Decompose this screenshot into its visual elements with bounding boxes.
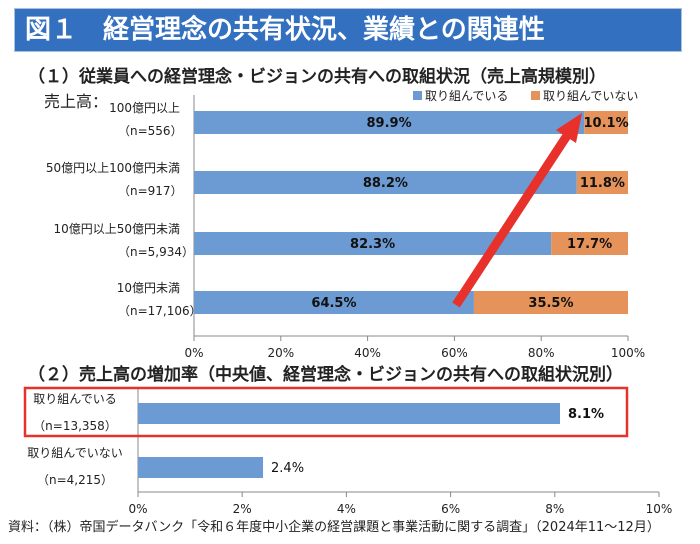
legend-swatch-orange bbox=[531, 91, 540, 100]
bar-segment bbox=[194, 171, 577, 194]
x-tick-label: 80% bbox=[528, 346, 555, 360]
category-label: 10億円以上50億円未満 bbox=[53, 222, 180, 236]
data-label: 8.1% bbox=[568, 407, 604, 422]
category-n: （n=5,934） bbox=[118, 245, 194, 259]
category-label: 100億円以上 bbox=[109, 101, 180, 115]
bar bbox=[138, 457, 264, 478]
legend-label: 取り組んでいる bbox=[425, 89, 508, 103]
category-label: 取り組んでいる bbox=[33, 392, 116, 406]
chart1-title: （１）従業員への経営理念・ビジョンの共有への取組状況（売上高規模別） bbox=[28, 67, 606, 87]
legend-label: 取り組んでいない bbox=[543, 89, 638, 103]
data-label: 64.5% bbox=[311, 296, 356, 311]
data-label: 2.4% bbox=[271, 461, 304, 476]
trend-arrow-shaft bbox=[452, 131, 572, 308]
x-tick-label: 4% bbox=[337, 502, 356, 516]
bar-segment bbox=[576, 171, 628, 194]
y-axis-title: 売上高： bbox=[44, 92, 108, 111]
highlight-box bbox=[23, 386, 629, 438]
category-n: （n=917） bbox=[118, 184, 183, 198]
legend-swatch-blue bbox=[413, 91, 422, 100]
x-tick-label: 100% bbox=[611, 346, 645, 360]
bar-segment bbox=[473, 291, 628, 314]
bar-segment bbox=[551, 232, 628, 255]
data-label: 17.7% bbox=[567, 237, 612, 252]
data-label: 10.1% bbox=[584, 116, 629, 131]
x-tick-label: 40% bbox=[354, 346, 381, 360]
x-tick-label: 10% bbox=[646, 502, 673, 516]
x-tick-label: 0% bbox=[184, 346, 203, 360]
x-tick-label: 0% bbox=[128, 502, 147, 516]
x-tick-label: 20% bbox=[267, 346, 294, 360]
x-tick-label: 2% bbox=[233, 502, 252, 516]
x-tick-label: 60% bbox=[441, 346, 468, 360]
data-label: 11.8% bbox=[580, 176, 625, 191]
bar-segment bbox=[194, 291, 474, 314]
category-n: （n=17,106） bbox=[118, 304, 202, 318]
chart2-title: （２）売上高の増加率（中央値、経営理念・ビジョンの共有への取組状況別） bbox=[28, 365, 623, 385]
category-n: （n=4,215） bbox=[37, 473, 113, 487]
bar-segment bbox=[584, 111, 628, 134]
x-tick-label: 8% bbox=[545, 502, 564, 516]
category-label: 取り組んでいない bbox=[27, 446, 122, 460]
x-tick-label: 6% bbox=[441, 502, 460, 516]
data-label: 88.2% bbox=[363, 176, 408, 191]
category-n: （n=13,358） bbox=[33, 419, 117, 433]
source-note: 資料：（株）帝国データバンク「令和６年度中小企業の経営課題と事業活動に関する調査… bbox=[8, 520, 660, 535]
data-label: 89.9% bbox=[367, 116, 412, 131]
data-label: 82.3% bbox=[350, 237, 395, 252]
bar-segment bbox=[194, 111, 585, 134]
trend-arrow-head bbox=[556, 113, 582, 143]
bar bbox=[138, 403, 561, 424]
bar-segment bbox=[194, 232, 552, 255]
category-n: （n=556） bbox=[118, 124, 183, 138]
figure-title: 図１ 経営理念の共有状況、業績との関連性 bbox=[14, 8, 682, 52]
category-label: 10億円未満 bbox=[117, 281, 180, 295]
category-label: 50億円以上100億円未満 bbox=[46, 161, 180, 175]
data-label: 35.5% bbox=[528, 296, 573, 311]
